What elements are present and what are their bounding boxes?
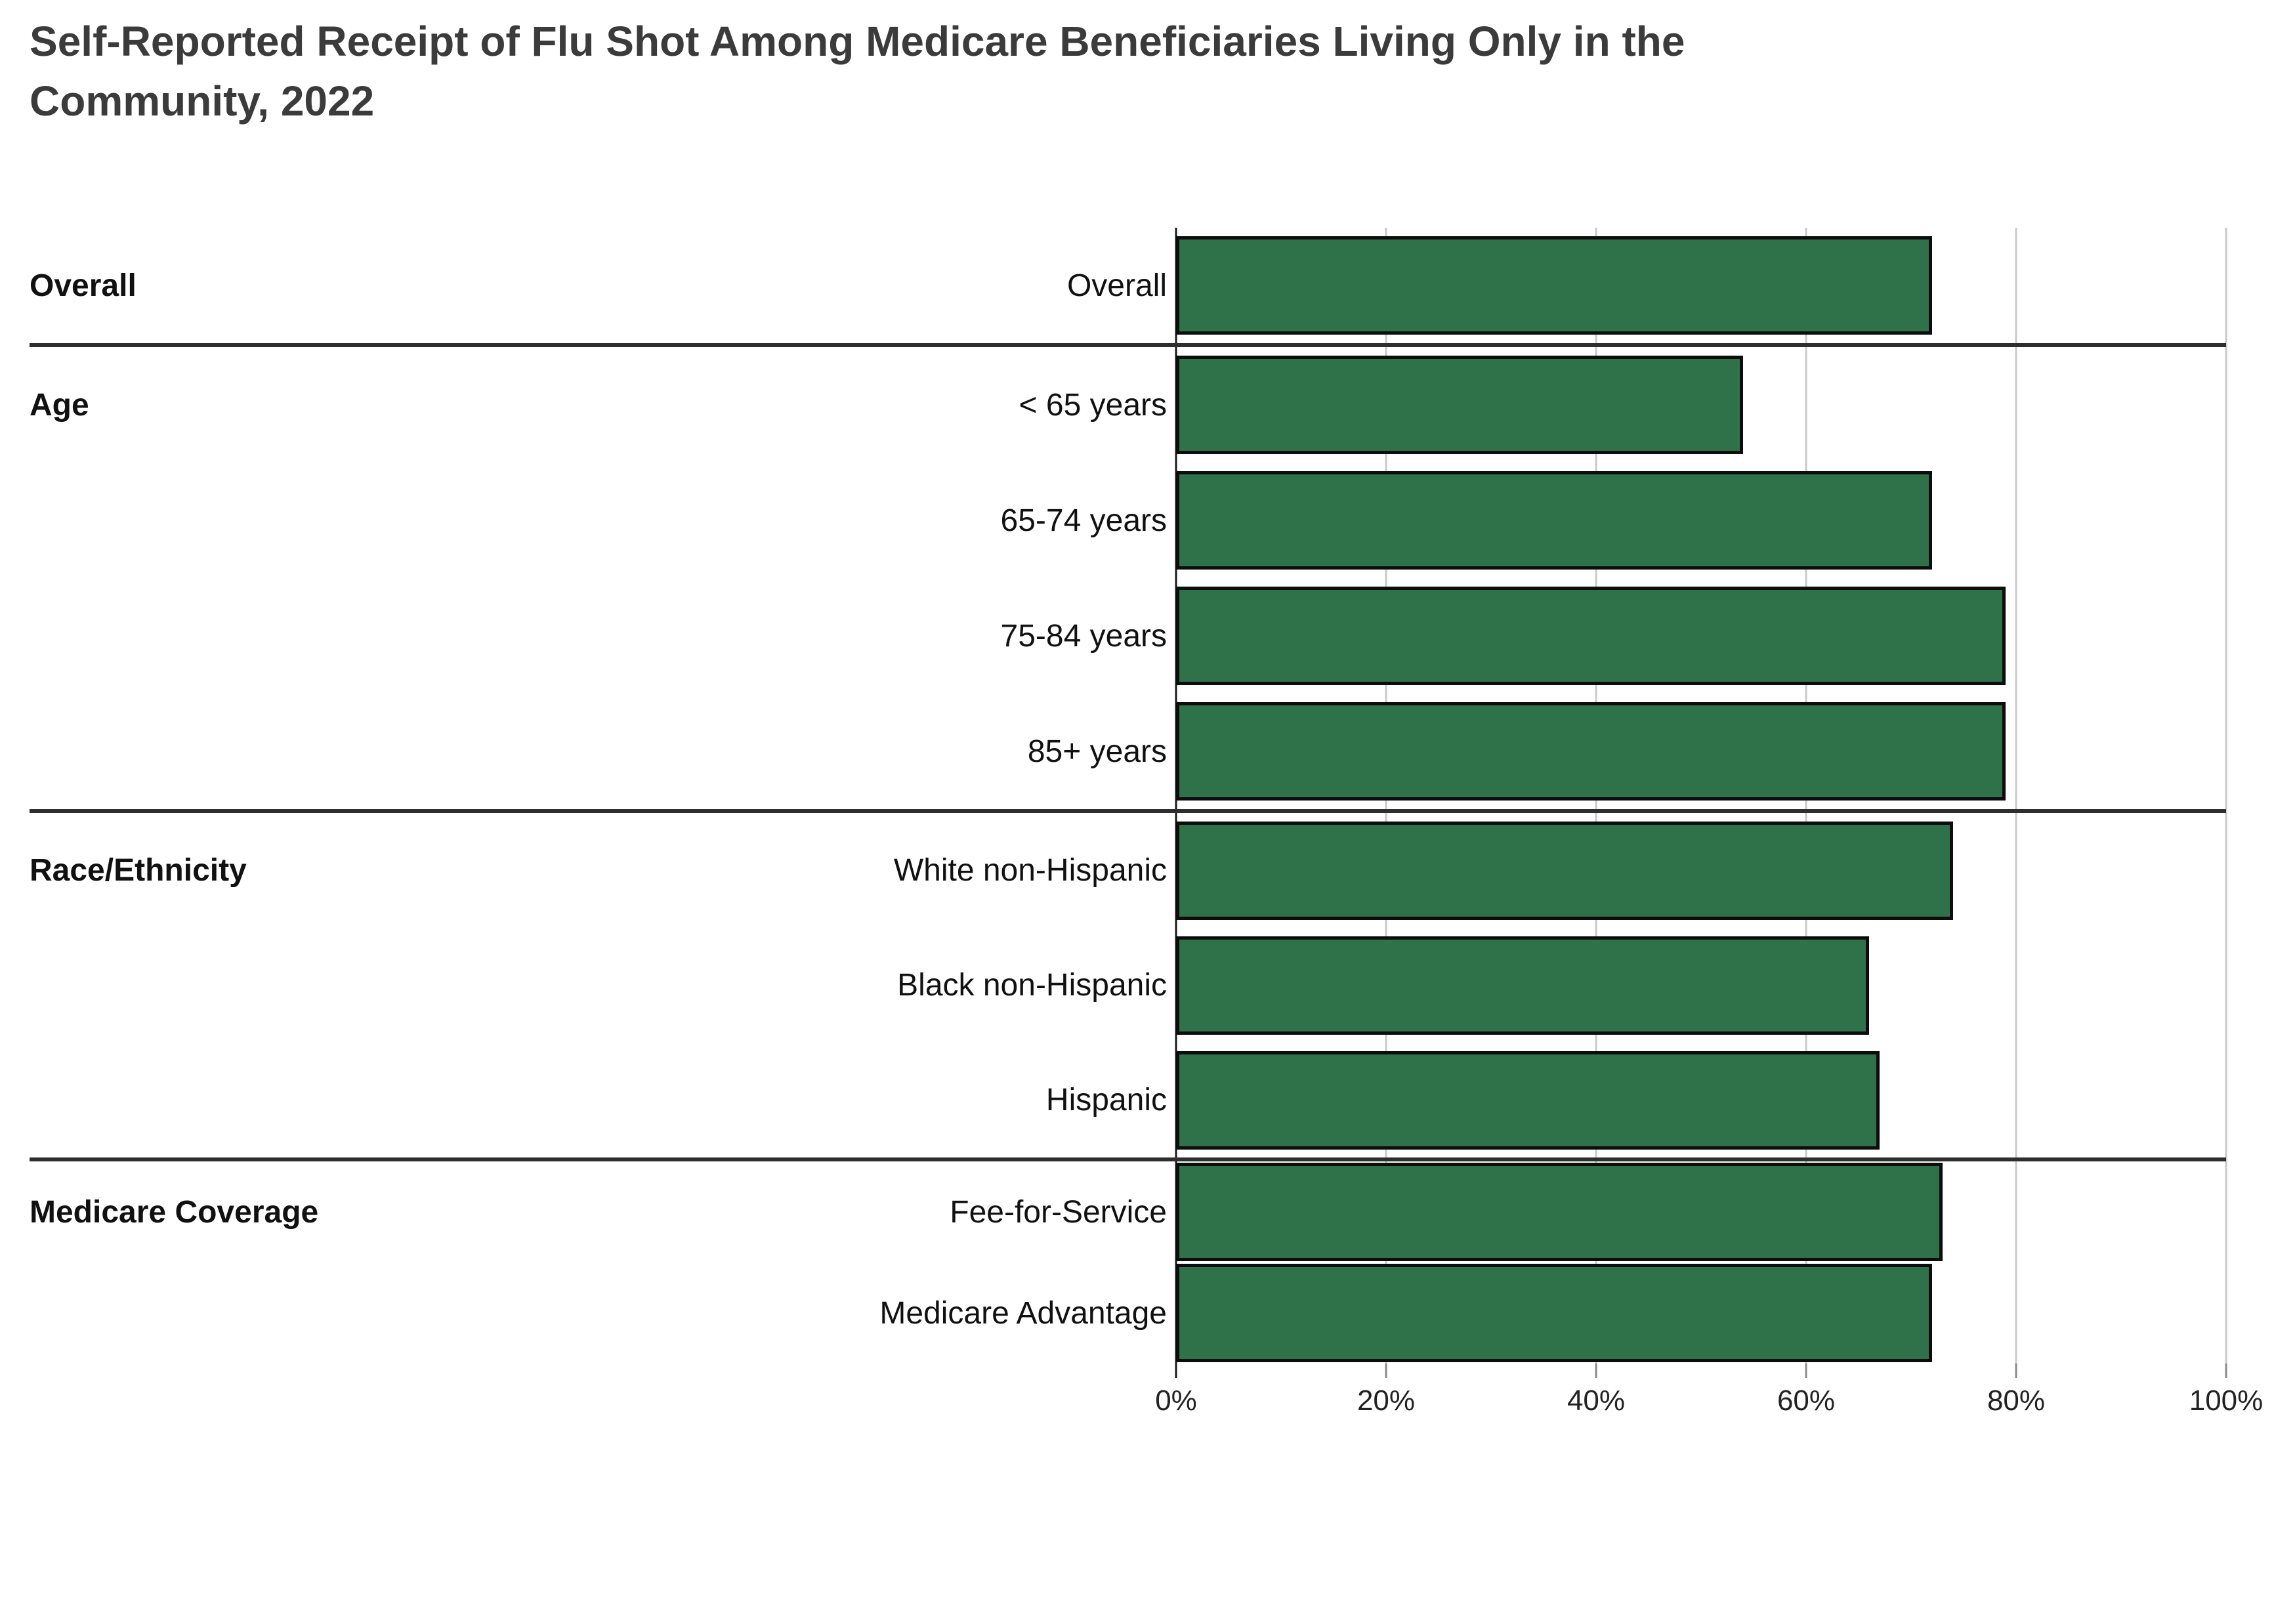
bar-track — [1176, 813, 2226, 928]
chart-row: Hispanic — [30, 1043, 2226, 1157]
chart-row: Black non-Hispanic — [30, 928, 2226, 1043]
bar-white-non-hispanic — [1176, 821, 1953, 920]
chart-row: 75-84 years — [30, 578, 2226, 694]
x-axis-tick-label: 20% — [1357, 1385, 1416, 1417]
chart-row: Race/Ethnicity White non-Hispanic — [30, 813, 2226, 928]
x-axis-tick-label: 0% — [1155, 1385, 1197, 1417]
bar-fee-for-service — [1176, 1163, 1943, 1261]
x-axis-tick-label: 100% — [2189, 1385, 2263, 1417]
bar-track — [1176, 928, 2226, 1043]
bar-hispanic — [1176, 1051, 1880, 1150]
x-axis-tick-label: 60% — [1777, 1385, 1836, 1417]
category-label: 65-74 years — [1000, 503, 1167, 538]
category-label: White non-Hispanic — [893, 853, 1167, 888]
section-label-race-ethnicity: Race/Ethnicity — [30, 853, 247, 888]
bar-medicare-advantage — [1176, 1264, 1932, 1362]
section-label-overall: Overall — [30, 268, 137, 303]
chart-row: 65-74 years — [30, 463, 2226, 578]
category-label: 85+ years — [1027, 734, 1167, 769]
section-race-ethnicity: Race/Ethnicity White non-Hispanic Black … — [30, 809, 2226, 1157]
chart-row: 85+ years — [30, 694, 2226, 809]
bar-65-74 — [1176, 471, 1932, 570]
chart-title-line1: Self-Reported Receipt of Flu Shot Among … — [30, 18, 1685, 65]
chart-row: Age < 65 years — [30, 347, 2226, 463]
chart-title-line2: Community, 2022 — [30, 77, 375, 125]
bar-85-plus — [1176, 702, 2006, 801]
chart-row: Medicare Coverage Fee-for-Service — [30, 1161, 2226, 1262]
category-label: Fee-for-Service — [950, 1194, 1167, 1230]
bar-track — [1176, 578, 2226, 694]
axis-tick-40 — [1595, 1364, 1597, 1378]
section-overall: Overall Overall — [30, 228, 2226, 343]
category-label: < 65 years — [1019, 387, 1167, 423]
axis-tick-80 — [2015, 1364, 2017, 1378]
chart-row: Medicare Advantage — [30, 1262, 2226, 1364]
section-label-medicare-coverage: Medicare Coverage — [30, 1194, 319, 1230]
bar-under-65 — [1176, 356, 1743, 454]
chart-row: Overall Overall — [30, 228, 2226, 343]
bar-track — [1176, 463, 2226, 578]
axis-tick-0 — [1175, 1364, 1177, 1378]
category-label: Black non-Hispanic — [897, 968, 1167, 1003]
gridline-100 — [2225, 228, 2227, 1364]
x-axis-tick-label: 80% — [1987, 1385, 2046, 1417]
category-label: Hispanic — [1045, 1083, 1167, 1117]
category-label: Overall — [1066, 268, 1167, 303]
bar-track — [1176, 347, 2226, 463]
axis-tick-100 — [2225, 1364, 2227, 1378]
axis-tick-20 — [1385, 1364, 1387, 1378]
category-label: 75-84 years — [1000, 618, 1167, 654]
bar-track — [1176, 694, 2226, 809]
bar-75-84 — [1176, 587, 2006, 685]
bar-track — [1176, 228, 2226, 343]
gridline-80 — [2015, 228, 2017, 1364]
x-axis-labels: 0% 20% 40% 60% 80% 100% — [1155, 1385, 2263, 1430]
section-medicare-coverage: Medicare Coverage Fee-for-Service Medica… — [30, 1157, 2226, 1364]
bar-overall — [1176, 236, 1932, 335]
bar-track — [1176, 1262, 2226, 1364]
bar-chart: Overall Overall Age < 65 years — [30, 228, 2263, 1417]
section-age: Age < 65 years 65-74 years 75-84 years — [30, 343, 2226, 809]
axis-tick-60 — [1805, 1364, 1807, 1378]
chart-title: Self-Reported Receipt of Flu Shot Among … — [30, 12, 2235, 131]
category-label: Medicare Advantage — [879, 1295, 1167, 1331]
chart-rows: Overall Overall Age < 65 years — [30, 228, 2226, 1364]
bar-black-non-hispanic — [1176, 936, 1869, 1035]
bar-track — [1176, 1161, 2226, 1262]
bar-track — [1176, 1043, 2226, 1157]
section-label-age: Age — [30, 387, 89, 423]
x-axis-tick-label: 40% — [1567, 1385, 1626, 1417]
